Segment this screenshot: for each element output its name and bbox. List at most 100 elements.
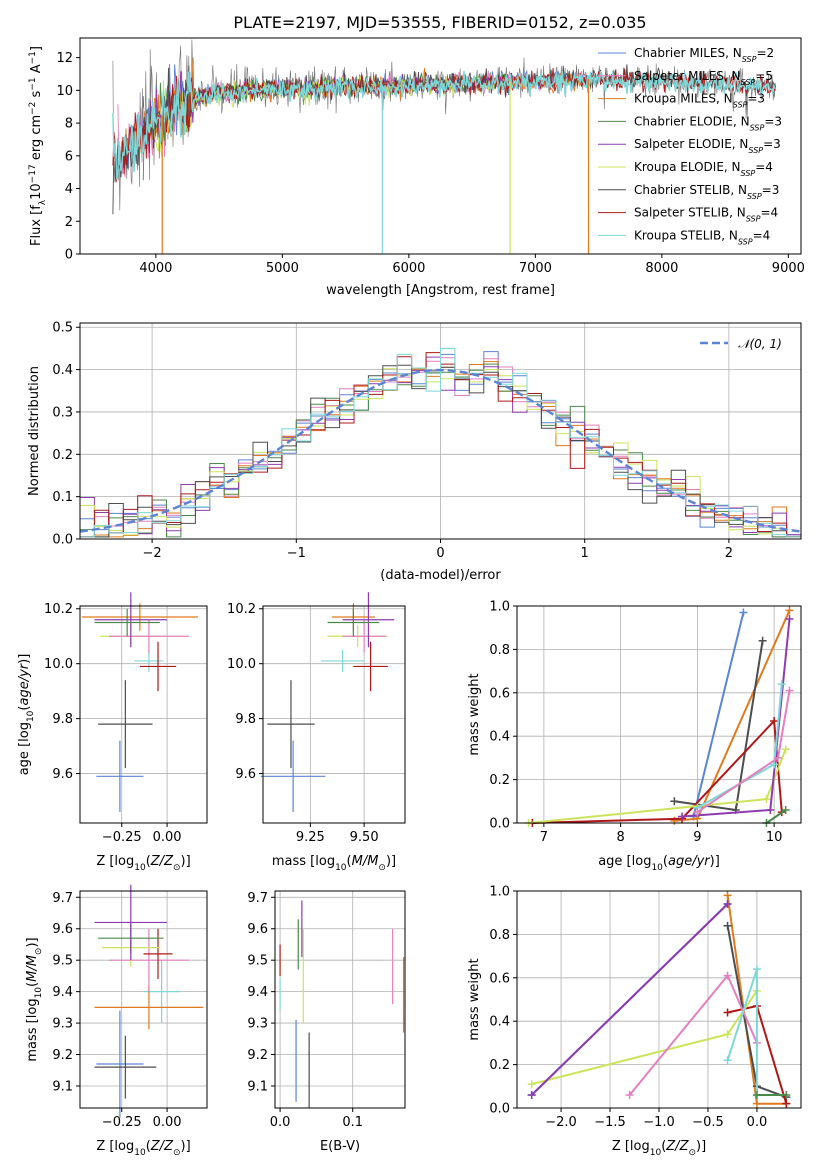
x-tick-label: 0.00 [153,1115,182,1130]
x-tick-label: 0.0 [747,1115,768,1130]
axes-frame [79,37,802,255]
weight-marker-kroupa_stelib [723,1056,732,1065]
weight-marker-chabrier_miles [739,608,748,617]
y-tick-label: 0.4 [52,363,73,378]
legend-label: Salpeter STELIB, NSSP=4 [634,206,778,224]
y-tick-label: 9.4 [52,985,73,1000]
weight-marker-salpeter_elodie [766,805,775,814]
y-tick-label: 9.6 [247,922,268,937]
x-axis-label: Z [log10(Z/Z⊙)] [96,1139,190,1158]
weight-marker-salpeter_elodie [678,812,687,821]
weight-marker-kroupa_miles [723,891,732,900]
axes-frame [79,322,802,540]
axes-frame [79,890,208,1109]
weight-marker-chabrier_stelib [670,797,679,806]
y-tick-label: 0.0 [489,817,510,832]
legend-label: 𝒩(0, 1) [738,337,782,351]
x-tick-label: −0.25 [102,830,142,845]
weight-line-salpeter_miles [628,973,758,1096]
weight-marker-chabrier_stelib [758,636,767,645]
weight-marker-kroupa_elodie [723,1030,732,1039]
weight-marker-chabrier_stelib [723,921,732,930]
x-axis-label: (data-model)/error [380,568,501,583]
plot-residuals: −2 −1 0 1 2 0.0 0.1 0.2 0.3 0.4 0.5 𝒩(0, 1) [52,321,802,561]
y-tick-label: 0.1 [52,490,73,505]
legend-label: Salpeter ELODIE, NSSP=3 [634,137,781,155]
y-tick-label: 9.1 [247,1079,268,1094]
y-tick-label: 9.5 [52,954,73,969]
y-tick-label: 0.2 [489,1058,510,1073]
x-tick-label: −0.25 [102,1115,142,1130]
y-tick-label: 9.6 [52,767,73,782]
y-tick-label: 10.2 [44,602,73,617]
y-tick-label: 9.7 [247,891,268,906]
legend-label: Chabrier MILES, NSSP=2 [634,46,774,64]
weight-marker-salpeter_elodie [723,900,732,909]
plot-mass_vs_Z: −0.25 0.00 9.1 9.2 9.3 9.4 9.5 9.6 9.7 [52,884,208,1130]
axes-frame [516,890,802,1109]
y-tick-label: 0.8 [489,928,510,943]
axes-frame [516,605,802,824]
x-axis-label: wavelength [Angstrom, rest frame] [326,283,555,298]
x-tick-label: 6000 [392,261,425,276]
y-tick-label: 2 [65,215,73,230]
y-tick-label: 9.2 [52,1048,73,1063]
x-tick-label: 8000 [645,261,678,276]
y-tick-label: 9.1 [52,1079,73,1094]
model-spectrum-kroupa_stelib [112,70,777,180]
weight-marker-kroupa_elodie [781,745,790,754]
y-tick-label: 9.8 [235,712,256,727]
x-tick-label: −1.5 [594,1115,626,1130]
y-tick-label: 9.6 [52,922,73,937]
plot-age_vs_mass: 9.25 9.50 9.6 9.8 10.0 10.2 [227,592,406,845]
weight-marker-kroupa_stelib [777,680,786,689]
y-tick-label: 9.3 [247,1017,268,1032]
weight-marker-kroupa_stelib [770,760,779,769]
y-axis-label: mass weight [467,958,482,1040]
weight-marker-salpeter_stelib [723,1008,732,1017]
weight-marker-chabrier_elodie [782,1090,791,1099]
legend-label: Chabrier STELIB, NSSP=3 [634,183,779,201]
y-axis-label: age [log10(age/yr)] [17,654,36,776]
x-axis-label: E(B-V) [320,1139,360,1154]
y-tick-label: 4 [65,182,73,197]
x-axis-label: Z [log10(Z/Z⊙)] [612,1139,706,1158]
y-tick-label: 10 [56,84,73,99]
x-tick-label: 5000 [266,261,299,276]
weight-marker-salpeter_miles [723,971,732,980]
y-tick-label: 10.2 [227,602,256,617]
y-tick-label: 0.2 [52,448,73,463]
y-tick-label: 9.4 [247,985,268,1000]
x-tick-label: 1 [581,546,589,561]
y-tick-label: 0.5 [52,321,73,336]
y-tick-label: 0 [65,248,73,263]
x-axis-label: age [log10(age/yr)] [598,854,720,873]
y-tick-label: 9.7 [52,891,73,906]
weight-marker-kroupa_stelib [752,965,761,974]
y-tick-label: 0.3 [52,405,73,420]
weight-marker-salpeter_miles [785,686,794,695]
y-tick-label: 0.2 [489,773,510,788]
weight-marker-kroupa_miles [752,1099,761,1108]
plot-mass_vs_ebv: 0.0 0.1 9.1 9.2 9.3 9.4 9.5 9.6 9.7 [247,890,406,1130]
y-tick-label: 10.0 [227,657,256,672]
x-tick-label: 9000 [772,261,805,276]
x-tick-label: 10 [766,830,783,845]
y-tick-label: 1.0 [489,885,510,900]
weight-marker-salpeter_stelib [782,1099,791,1108]
weight-marker-chabrier_elodie [752,1090,761,1099]
weight-line-salpeter_elodie [531,903,729,1096]
y-axis-label: mass weight [467,673,482,755]
y-tick-label: 9.3 [52,1017,73,1032]
x-tick-label: 4000 [139,261,172,276]
normal-curve [79,368,802,533]
y-tick-label: 9.8 [52,712,73,727]
weight-marker-salpeter_stelib [770,717,779,726]
y-tick-label: 8 [65,117,73,132]
y-axis-label: mass [log10(M/M⊙)] [25,937,44,1061]
x-tick-label: 0.0 [270,1115,291,1130]
x-tick-label: −0.5 [692,1115,724,1130]
legend-label: Salpeter MILES, NSSP=5 [634,69,773,87]
y-tick-label: 12 [56,51,73,66]
x-tick-label: 2 [725,546,733,561]
